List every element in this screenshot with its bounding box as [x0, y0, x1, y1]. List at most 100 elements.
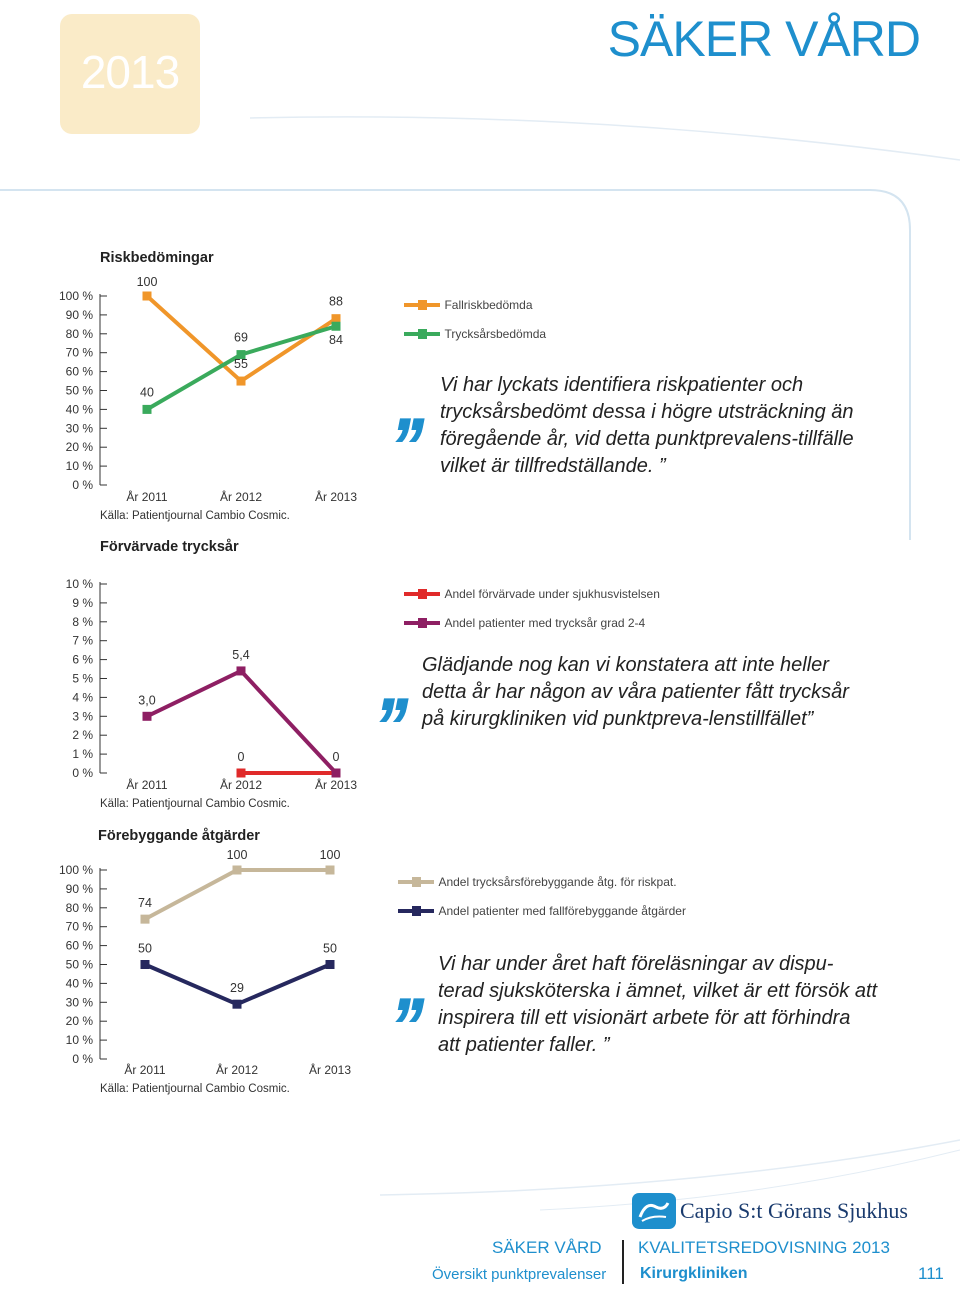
chart-forebyggande-atgarder: 100 % 90 % 80 % 70 % 60 % 50 % 40 % 30 % 20 % 10 … [59, 848, 351, 1095]
y-tick-label: 40 % [66, 402, 94, 416]
y-tick-label: 1 % [72, 747, 93, 761]
x-tick-label: År 2012 [220, 777, 262, 792]
legend-swatch-green-icon [404, 328, 440, 339]
data-label: 69 [234, 331, 248, 345]
data-label: 100 [227, 848, 248, 862]
y-tick-label: 30 % [66, 421, 94, 435]
data-label: 0 [333, 750, 340, 764]
capio-logo-icon [632, 1193, 676, 1229]
legend-item-fallrisk: Fallriskbedömda [404, 296, 533, 314]
data-label: 40 [140, 385, 154, 399]
legend-item-grad: Andel patienter med trycksår grad 2-4 [404, 614, 645, 632]
y-tick-label: 60 % [66, 365, 94, 379]
y-tick-label: 20 % [66, 1014, 94, 1028]
legend-label: Andel patienter med trycksår grad 2-4 [444, 616, 646, 630]
data-label: 29 [230, 981, 244, 995]
quote-text-1: Vi har lyckats identifiera riskpatienter… [440, 374, 854, 477]
y-tick-label: 9 % [72, 596, 93, 610]
y-tick-label: 8 % [72, 615, 93, 629]
data-label: 50 [138, 942, 152, 956]
y-tick-label: 10 % [66, 577, 94, 591]
x-tick-label: År 2013 [315, 777, 357, 792]
data-point [142, 291, 152, 301]
y-tick-label: 50 % [66, 384, 94, 398]
data-point [236, 376, 246, 386]
data-point [142, 711, 152, 721]
y-tick-label: 50 % [66, 958, 94, 972]
y-tick-label: 40 % [66, 976, 94, 990]
data-label: 0 [238, 750, 245, 764]
data-point [142, 404, 152, 414]
chart-forvarvade-trycksar: 10 % 9 % 8 % 7 % 6 % 5 % 4 % 3 % 2 % 1 % 0 % År 201… [66, 577, 358, 810]
legend-label: Andel patienter med fallförebyggande åtg… [438, 904, 686, 918]
chart-title-forebyggande-atgarder: Förebyggande åtgärder [98, 828, 260, 844]
y-tick-label: 90 % [66, 882, 94, 896]
legend-item-forvarvade: Andel förvärvade under sjukhusvistelsen [404, 585, 660, 603]
chart-source: Källa: Patientjournal Cambio Cosmic. [100, 798, 290, 810]
y-tick-label: 80 % [66, 327, 94, 341]
chart-source: Källa: Patientjournal Cambio Cosmic. [100, 510, 290, 522]
y-tick-label: 100 % [59, 289, 93, 303]
x-tick-label: År 2013 [315, 489, 357, 504]
y-tick-label: 4 % [72, 690, 93, 704]
legend-item-trycksarsforebyggande: Andel trycksårsförebyggande åtg. för ris… [398, 873, 677, 891]
year-box [60, 14, 200, 134]
data-point [331, 768, 341, 778]
chart-source: Källa: Patientjournal Cambio Cosmic. [100, 1083, 290, 1095]
legend-label: Andel trycksårsförebyggande åtg. för ris… [438, 875, 677, 889]
data-point [140, 914, 150, 924]
y-tick-label: 5 % [72, 672, 93, 686]
footer-oversikt: Översikt punktprevalenser [432, 1266, 607, 1283]
quote-mark-icon: ,, [396, 359, 431, 447]
y-tick-label: 60 % [66, 939, 94, 953]
data-point [140, 960, 150, 969]
legend-label: Trycksårsbedömda [444, 327, 547, 341]
x-tick-label: År 2012 [216, 1062, 258, 1077]
data-point [232, 865, 242, 875]
data-point [325, 960, 335, 969]
legend-label: Fallriskbedömda [444, 298, 533, 312]
x-tick-label: År 2011 [124, 1062, 165, 1077]
y-tick-label: 80 % [66, 901, 94, 915]
x-tick-label: År 2012 [220, 489, 262, 504]
hospital-logo-text: Capio S:t Görans Sjukhus [680, 1198, 908, 1223]
data-label: 5,4 [232, 648, 249, 662]
quote-text-2: Glädjande nog kan vi konstatera att inte… [422, 654, 849, 730]
data-point [236, 768, 246, 778]
y-tick-label: 7 % [72, 634, 93, 648]
y-tick-label: 30 % [66, 995, 94, 1009]
legend-swatch-purple-icon [404, 617, 440, 628]
data-point [236, 350, 246, 360]
legend-item-trycksar: Trycksårsbedömda [404, 325, 546, 343]
quote-mark-icon: ,, [380, 639, 415, 727]
legend-swatch-navy-icon [398, 905, 434, 916]
data-label: 84 [329, 333, 343, 347]
data-label: 50 [323, 942, 337, 956]
data-label: 88 [329, 295, 343, 309]
x-tick-label: År 2011 [126, 777, 167, 792]
footer-divider [622, 1240, 624, 1284]
y-tick-label: 6 % [72, 653, 93, 667]
y-tick-label: 2 % [72, 728, 93, 742]
legend-swatch-beige-icon [398, 876, 434, 887]
y-tick-label: 100 % [59, 863, 93, 877]
y-tick-label: 10 % [66, 459, 94, 473]
footer-klinik: Kirurgkliniken [640, 1265, 748, 1282]
data-label: 55 [234, 357, 248, 371]
legend-label: Andel förvärvade under sjukhusvistelsen [444, 587, 660, 601]
y-tick-label: 90 % [66, 308, 94, 322]
y-tick-label: 3 % [72, 709, 93, 723]
y-tick-label: 20 % [66, 440, 94, 454]
y-tick-label: 0 % [72, 766, 93, 780]
year-label: 2013 [80, 46, 180, 98]
series-line [144, 868, 330, 921]
y-tick-label: 10 % [66, 1033, 94, 1047]
chart-title-riskbedomningar: Riskbedömingar [100, 250, 214, 266]
data-point [232, 999, 242, 1009]
page-number: 111 [918, 1264, 944, 1283]
chart-riskbedomningar: 100 % 90 % 80 % 70 % 60 % 50 % 40 % 30 % 20 % 10 … [59, 275, 357, 522]
data-point [331, 314, 341, 324]
legend-item-fallforebyggande: Andel patienter med fallförebyggande åtg… [398, 902, 686, 920]
data-label: 74 [138, 896, 152, 910]
